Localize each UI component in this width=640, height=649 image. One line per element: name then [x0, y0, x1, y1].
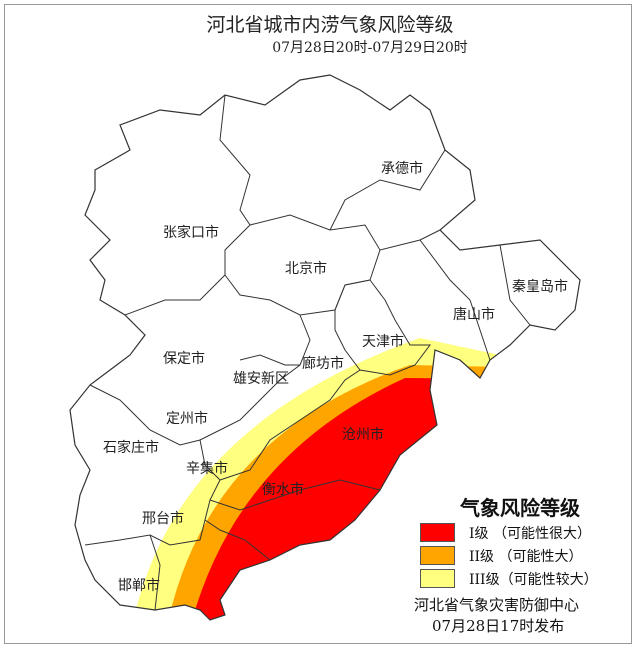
- city-label-baoding: 保定市: [163, 351, 205, 367]
- city-label-beijing: 北京市: [285, 261, 327, 277]
- city-label-qinhuangdao: 秦皇岛市: [512, 279, 568, 295]
- issue-time: 07月28日17时发布: [432, 617, 565, 635]
- hebei-outline-fill: [70, 75, 580, 620]
- map-title: 河北省城市内涝气象风险等级: [206, 14, 454, 36]
- city-label-tianjin: 天津市: [362, 334, 404, 350]
- legend-label: II级 （可能性大）: [469, 548, 583, 565]
- legend: 气象风险等级 I级 （可能性很大） II级 （可能性大） III级（可能性较大）…: [414, 492, 630, 636]
- prefecture-borders: [84, 94, 531, 611]
- legend-item-level3: III级（可能性较大）: [420, 567, 630, 590]
- legend-swatch-level3: [420, 569, 455, 588]
- legend-item-level2: II级 （可能性大）: [420, 544, 630, 567]
- city-label-cangzhou: 沧州市: [342, 427, 384, 443]
- city-label-xinji: 辛集市: [186, 461, 228, 477]
- city-label-xingtai: 邢台市: [142, 511, 184, 527]
- city-label-zhangjiakou: 张家口市: [163, 225, 219, 241]
- legend-title: 气象风险等级: [460, 496, 580, 520]
- map-subtitle: 07月28日20时-07月29日20时: [272, 40, 468, 56]
- legend-swatch-level2: [420, 546, 455, 565]
- map-frame: [4, 4, 632, 644]
- tianjin-border: [334, 279, 431, 376]
- city-label-langfang: 廊坊市: [302, 356, 344, 372]
- legend-swatch-level1: [420, 523, 455, 542]
- city-label-dingzhou: 定州市: [166, 411, 208, 427]
- legend-label: III级（可能性较大）: [469, 571, 598, 588]
- legend-item-level1: I级 （可能性很大）: [420, 521, 630, 544]
- city-label-hengshui: 衡水市: [262, 482, 304, 498]
- city-label-chengde: 承德市: [381, 161, 423, 177]
- city-label-tangshan: 唐山市: [453, 307, 495, 323]
- city-label-handan: 邯郸市: [118, 578, 160, 594]
- city-label-xiongan: 雄安新区: [233, 371, 289, 387]
- legend-label: I级 （可能性很大）: [469, 525, 591, 542]
- city-label-shijiazhuang: 石家庄市: [103, 440, 159, 456]
- issuer: 河北省气象灾害防御中心: [414, 596, 580, 614]
